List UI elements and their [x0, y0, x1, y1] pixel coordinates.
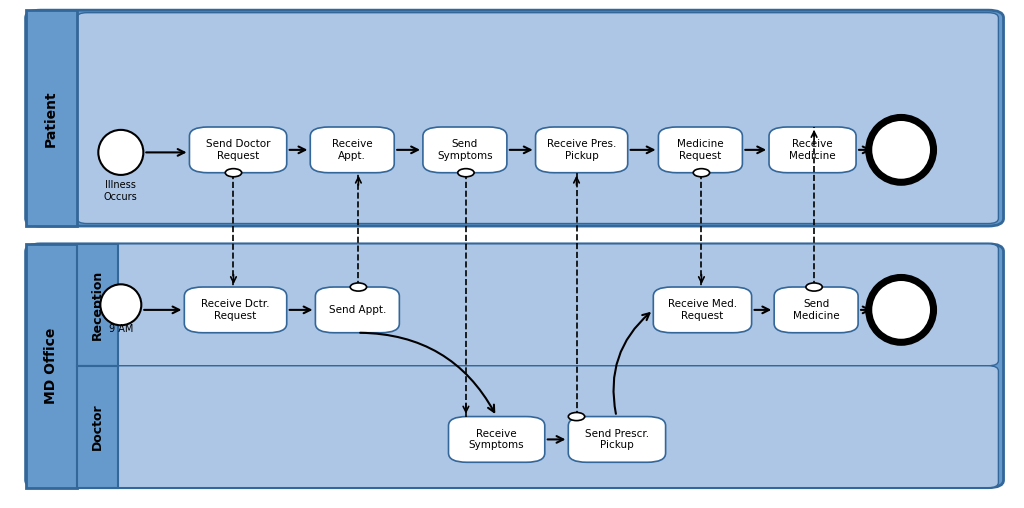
- Text: Send Doctor
Request: Send Doctor Request: [206, 139, 270, 161]
- Text: Receive
Appt.: Receive Appt.: [332, 139, 373, 161]
- Text: Receive
Medicine: Receive Medicine: [790, 139, 836, 161]
- FancyBboxPatch shape: [184, 287, 287, 333]
- Text: Send
Medicine: Send Medicine: [793, 299, 840, 321]
- Text: Receive Dctr.
Request: Receive Dctr. Request: [202, 299, 269, 321]
- Bar: [77, 366, 118, 488]
- Ellipse shape: [865, 274, 937, 346]
- Text: Illness
Occurs: Illness Occurs: [104, 180, 137, 202]
- FancyBboxPatch shape: [26, 244, 1004, 488]
- Bar: [0, 213, 1024, 244]
- FancyBboxPatch shape: [26, 10, 1004, 226]
- Ellipse shape: [100, 284, 141, 325]
- Text: Send Prescr.
Pickup: Send Prescr. Pickup: [585, 429, 649, 450]
- Text: MD Office: MD Office: [44, 328, 58, 404]
- FancyBboxPatch shape: [77, 244, 998, 366]
- Bar: [26, 244, 77, 488]
- FancyBboxPatch shape: [769, 127, 856, 173]
- FancyBboxPatch shape: [653, 287, 752, 333]
- Text: Receive Med.
Request: Receive Med. Request: [668, 299, 737, 321]
- Circle shape: [225, 169, 242, 177]
- Circle shape: [458, 169, 474, 177]
- Circle shape: [350, 283, 367, 291]
- Bar: [26, 10, 77, 226]
- Text: Medicine
Request: Medicine Request: [677, 139, 724, 161]
- Text: 9 AM: 9 AM: [109, 324, 133, 334]
- Ellipse shape: [870, 119, 932, 180]
- Ellipse shape: [98, 130, 143, 175]
- Text: Doctor: Doctor: [91, 403, 103, 450]
- Text: Send Appt.: Send Appt.: [329, 305, 386, 315]
- Text: Reception: Reception: [91, 270, 103, 340]
- FancyBboxPatch shape: [189, 127, 287, 173]
- FancyBboxPatch shape: [315, 287, 399, 333]
- Text: Receive
Symptoms: Receive Symptoms: [469, 429, 524, 450]
- FancyBboxPatch shape: [658, 127, 742, 173]
- FancyBboxPatch shape: [310, 127, 394, 173]
- FancyBboxPatch shape: [449, 417, 545, 462]
- Circle shape: [693, 169, 710, 177]
- FancyBboxPatch shape: [423, 127, 507, 173]
- Circle shape: [568, 412, 585, 421]
- Ellipse shape: [870, 279, 932, 340]
- Ellipse shape: [865, 114, 937, 186]
- FancyBboxPatch shape: [774, 287, 858, 333]
- FancyBboxPatch shape: [77, 366, 998, 488]
- Bar: [77, 244, 118, 366]
- FancyBboxPatch shape: [568, 417, 666, 462]
- FancyBboxPatch shape: [77, 13, 998, 224]
- FancyBboxPatch shape: [536, 127, 628, 173]
- Text: Patient: Patient: [44, 90, 58, 147]
- Circle shape: [806, 283, 822, 291]
- Text: Send
Symptoms: Send Symptoms: [437, 139, 493, 161]
- Text: Receive Pres.
Pickup: Receive Pres. Pickup: [547, 139, 616, 161]
